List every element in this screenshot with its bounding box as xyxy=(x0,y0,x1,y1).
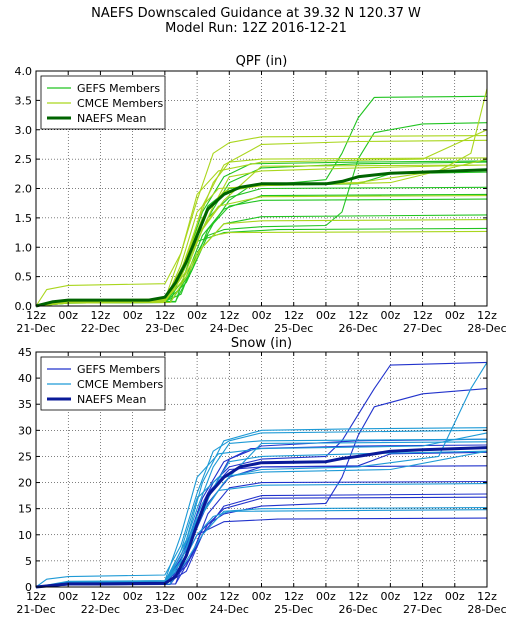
x-tick-date-label: 23-Dec xyxy=(145,322,184,335)
y-tick-label: 0.5 xyxy=(15,271,33,284)
legend-label: NAEFS Mean xyxy=(77,393,146,406)
x-tick-date-label: 28-Dec xyxy=(467,603,506,616)
member-series-line xyxy=(35,193,488,307)
x-tick-label: 00z xyxy=(187,309,207,322)
member-series-line xyxy=(35,135,488,307)
x-tick-date-label: 26-Dec xyxy=(339,322,378,335)
chart-title: Snow (in) xyxy=(231,336,292,351)
y-tick-label: 0.0 xyxy=(15,300,33,313)
x-tick-label: 00z xyxy=(58,590,78,603)
x-tick-date-label: 27-Dec xyxy=(403,603,442,616)
member-series-line xyxy=(35,164,488,307)
mean-series-line xyxy=(35,168,488,308)
x-tick-label: 12z xyxy=(284,309,304,322)
legend: GEFS Members CMCE Members NAEFS Mean xyxy=(40,356,166,411)
x-tick-date-label: 25-Dec xyxy=(274,322,313,335)
x-tick-label: 12z xyxy=(26,309,46,322)
x-tick-label: 00z xyxy=(252,590,272,603)
x-tick-label: 12z xyxy=(219,590,239,603)
member-series-line xyxy=(35,517,488,588)
mean-series-line xyxy=(35,446,488,589)
x-tick-date-label: 21-Dec xyxy=(16,322,55,335)
x-tick-label: 00z xyxy=(252,309,272,322)
x-tick-date-label: 21-Dec xyxy=(16,603,55,616)
legend-label: GEFS Members xyxy=(77,363,160,376)
x-tick-label: 12z xyxy=(348,590,368,603)
y-tick-label: 0 xyxy=(25,581,32,594)
legend-label: NAEFS Mean xyxy=(77,112,146,125)
x-tick-label: 12z xyxy=(348,309,368,322)
y-tick-label: 45 xyxy=(18,346,32,359)
chart-panel-1: QPF (in)0.00.51.01.52.02.53.03.54.012z21… xyxy=(15,54,507,335)
x-tick-date-label: 23-Dec xyxy=(145,603,184,616)
x-tick-label: 12z xyxy=(284,590,304,603)
x-tick-label: 12z xyxy=(155,309,175,322)
x-tick-date-label: 25-Dec xyxy=(274,603,313,616)
y-tick-label: 30 xyxy=(18,424,32,437)
x-tick-label: 12z xyxy=(477,309,497,322)
x-tick-label: 12z xyxy=(91,309,111,322)
member-series-line xyxy=(35,186,488,307)
member-series-line xyxy=(35,158,488,307)
x-tick-label: 00z xyxy=(445,590,465,603)
y-tick-label: 5 xyxy=(25,555,32,568)
x-tick-label: 00z xyxy=(187,590,207,603)
y-tick-label: 1.5 xyxy=(15,212,33,225)
x-tick-label: 12z xyxy=(413,309,433,322)
x-tick-label: 00z xyxy=(58,309,78,322)
legend-label: GEFS Members xyxy=(77,82,160,95)
legend-label: CMCE Members xyxy=(77,97,164,110)
x-tick-label: 00z xyxy=(123,590,143,603)
x-tick-label: 00z xyxy=(380,309,400,322)
y-tick-label: 3.5 xyxy=(15,94,33,107)
y-tick-label: 40 xyxy=(18,372,32,385)
y-tick-label: 10 xyxy=(18,529,32,542)
x-tick-date-label: 27-Dec xyxy=(403,322,442,335)
chart-title: QPF (in) xyxy=(236,54,288,69)
legend-label: CMCE Members xyxy=(77,378,164,391)
x-tick-label: 00z xyxy=(380,590,400,603)
y-tick-label: 4.0 xyxy=(15,65,33,78)
x-tick-label: 12z xyxy=(477,590,497,603)
member-series-line xyxy=(35,450,488,588)
member-series-line xyxy=(35,509,488,588)
x-tick-label: 12z xyxy=(413,590,433,603)
y-tick-label: 25 xyxy=(18,450,32,463)
legend: GEFS Members CMCE Members NAEFS Mean xyxy=(40,75,166,130)
x-tick-date-label: 24-Dec xyxy=(210,603,249,616)
x-tick-label: 00z xyxy=(123,309,143,322)
x-tick-label: 00z xyxy=(445,309,465,322)
x-tick-label: 12z xyxy=(91,590,111,603)
x-tick-date-label: 22-Dec xyxy=(81,322,120,335)
x-tick-date-label: 26-Dec xyxy=(339,603,378,616)
y-tick-label: 15 xyxy=(18,503,32,516)
y-tick-label: 1.0 xyxy=(15,241,33,254)
x-tick-label: 12z xyxy=(155,590,175,603)
figure-subtitle: Model Run: 12Z 2016-12-21 xyxy=(165,21,347,36)
y-tick-label: 20 xyxy=(18,477,32,490)
x-tick-date-label: 24-Dec xyxy=(210,322,249,335)
y-tick-label: 2.5 xyxy=(15,153,33,166)
y-tick-label: 35 xyxy=(18,398,32,411)
x-tick-label: 00z xyxy=(316,590,336,603)
x-tick-date-label: 22-Dec xyxy=(81,603,120,616)
member-series-line xyxy=(35,429,488,588)
x-tick-date-label: 28-Dec xyxy=(467,322,506,335)
member-series-line xyxy=(35,227,488,307)
member-series-line xyxy=(35,219,488,307)
x-tick-label: 12z xyxy=(26,590,46,603)
y-tick-label: 2.0 xyxy=(15,183,33,196)
figure-title: NAEFS Downscaled Guidance at 39.32 N 120… xyxy=(91,6,421,21)
member-series-line xyxy=(35,432,488,588)
x-tick-label: 00z xyxy=(316,309,336,322)
y-tick-label: 3.0 xyxy=(15,124,33,137)
x-tick-label: 12z xyxy=(219,309,239,322)
figure-title-block: NAEFS Downscaled Guidance at 39.32 N 120… xyxy=(0,6,512,36)
